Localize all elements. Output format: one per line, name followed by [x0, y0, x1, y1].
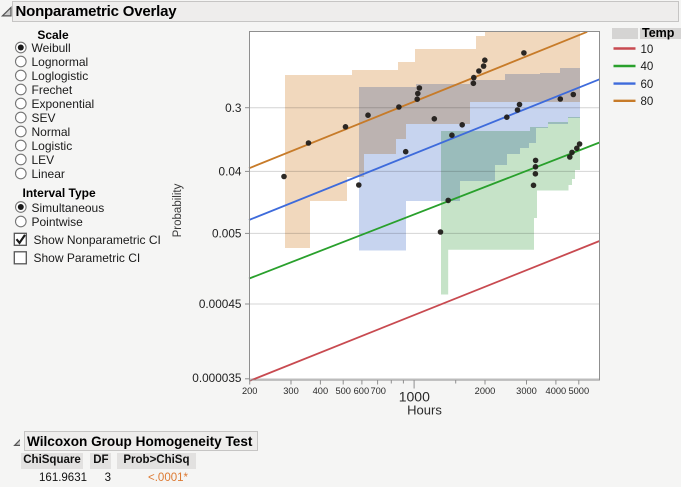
svg-text:Probability: Probability [172, 183, 184, 237]
svg-text:1000: 1000 [399, 389, 430, 405]
svg-text:3000: 3000 [516, 386, 537, 396]
svg-text:400: 400 [313, 386, 329, 396]
svg-text:0.3: 0.3 [225, 101, 242, 115]
svg-text:2000: 2000 [475, 386, 496, 396]
svg-text:0.04: 0.04 [219, 165, 242, 179]
svg-text:Hours: Hours [407, 403, 442, 418]
svg-text:200: 200 [242, 386, 258, 396]
svg-text:300: 300 [283, 386, 299, 396]
svg-text:600: 600 [354, 386, 370, 396]
svg-text:0.005: 0.005 [212, 227, 242, 241]
svg-text:500: 500 [335, 386, 351, 396]
svg-text:700: 700 [370, 386, 386, 396]
svg-text:0.00045: 0.00045 [199, 297, 242, 311]
svg-text:4000: 4000 [546, 386, 567, 396]
svg-text:5000: 5000 [568, 386, 589, 396]
svg-text:0.000035: 0.000035 [192, 371, 242, 385]
